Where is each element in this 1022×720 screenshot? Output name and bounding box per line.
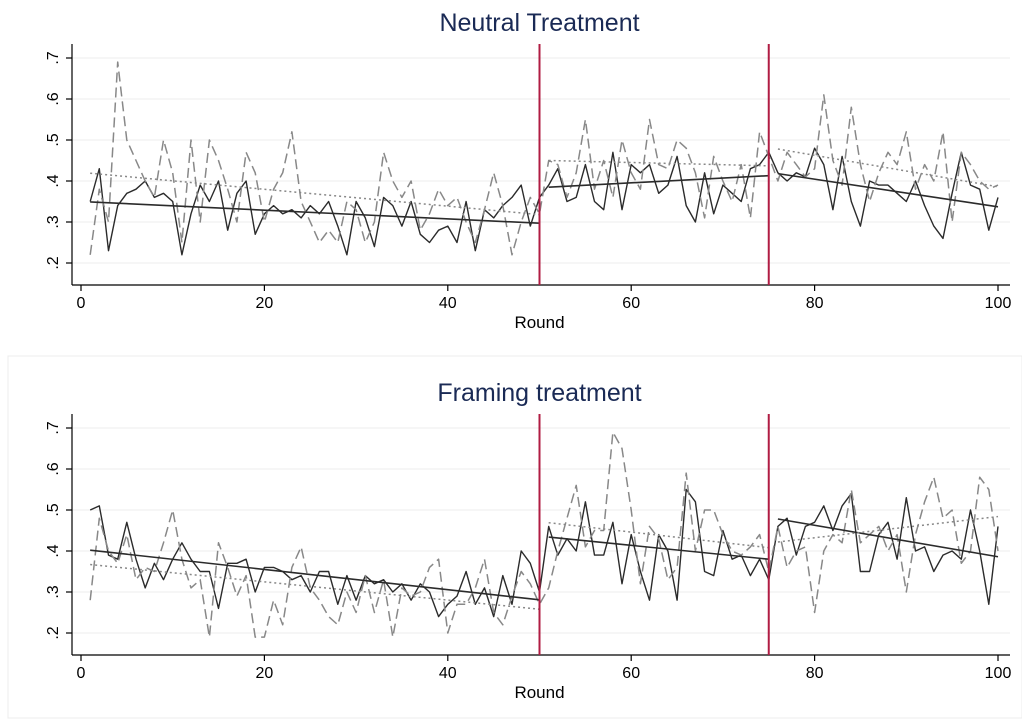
- chart-title: Framing treatment: [437, 379, 641, 407]
- fit-line-dotted: [90, 172, 540, 216]
- fit-line-dotted: [548, 521, 769, 549]
- fit-line-solid: [777, 518, 999, 558]
- y-tick-label: .7: [45, 421, 62, 434]
- x-axis-label: Round: [514, 313, 564, 332]
- x-tick-label: 60: [622, 665, 640, 682]
- x-tick-label: 100: [985, 665, 1012, 682]
- y-tick-label: .6: [45, 92, 62, 105]
- fit-line-solid: [90, 201, 540, 225]
- fit-line-solid: [90, 549, 540, 601]
- y-tick-label: .5: [45, 503, 62, 516]
- fit-line-solid: [548, 174, 769, 188]
- panel-frame: [7, 355, 1022, 719]
- x-tick-label: 60: [622, 295, 640, 312]
- fit-line-dotted: [548, 159, 769, 167]
- y-tick-label: .4: [45, 174, 62, 187]
- x-tick-label: 0: [77, 665, 86, 682]
- fit-line-dotted: [90, 563, 540, 610]
- y-tick-label: .2: [45, 256, 62, 269]
- chart-title: Neutral Treatment: [439, 9, 639, 37]
- x-tick-label: 0: [77, 295, 86, 312]
- fit-line-solid: [548, 536, 769, 560]
- x-tick-label: 20: [256, 295, 274, 312]
- x-axis-label: Round: [514, 683, 564, 702]
- fit-line-dotted: [777, 515, 999, 543]
- x-tick-label: 100: [985, 295, 1012, 312]
- series-line-solid: [89, 147, 999, 256]
- y-tick-label: .3: [45, 215, 62, 228]
- y-tick-label: .5: [45, 133, 62, 146]
- x-tick-label: 40: [439, 665, 457, 682]
- y-tick-label: .2: [45, 626, 62, 639]
- panel-neutral-treatment: Neutral Treatment .2 .3 .4 .5 .6 .7 0 20 40 60 80 10…: [45, 9, 1011, 332]
- series-line-solid: [89, 488, 999, 618]
- x-tick-label: 20: [256, 665, 274, 682]
- panel-framing-treatment: Framing treatment .2 .3 .4 .5 .6 .7 0 20 40 60 80 10…: [7, 355, 1022, 719]
- y-tick-label: .7: [45, 51, 62, 64]
- x-tick-label: 80: [806, 665, 824, 682]
- series-line-dashed: [89, 431, 999, 638]
- y-tick-label: .6: [45, 462, 62, 475]
- x-tick-label: 40: [439, 295, 457, 312]
- y-tick-label: .3: [45, 585, 62, 598]
- x-tick-label: 80: [806, 295, 824, 312]
- fit-line-solid: [777, 172, 999, 208]
- fit-line-dotted: [777, 148, 999, 188]
- y-tick-label: .4: [45, 544, 62, 557]
